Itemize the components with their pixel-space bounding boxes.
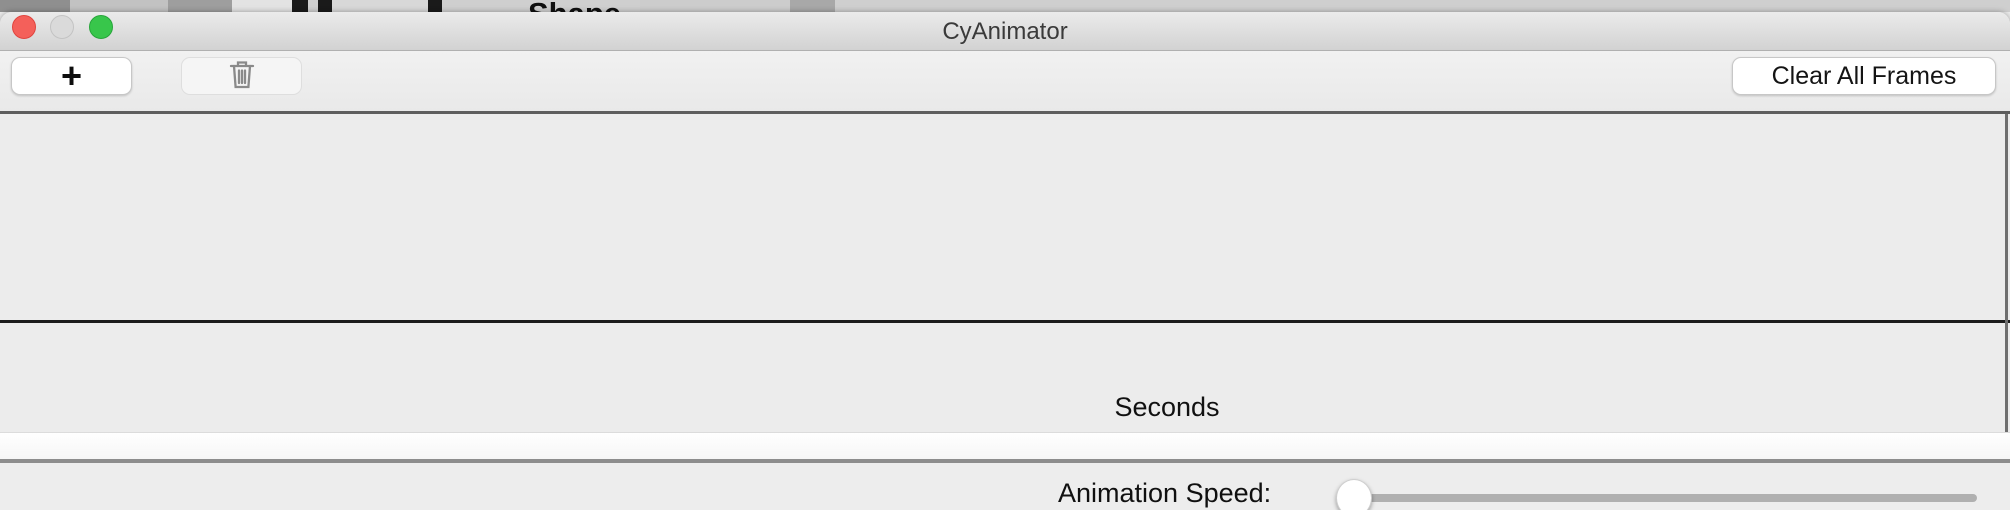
title-bar[interactable]: CyAnimator (0, 12, 2010, 51)
animation-speed-slider[interactable] (1336, 479, 1977, 510)
background-fragment (332, 0, 428, 12)
background-fragment (0, 0, 70, 12)
background-fragment (790, 0, 835, 12)
delete-frame-button[interactable] (181, 57, 302, 95)
animation-speed-slider-thumb[interactable] (1336, 479, 1372, 510)
axis-unit-label: Seconds (1114, 392, 1220, 422)
background-fragment (70, 0, 168, 12)
trash-icon (228, 58, 256, 95)
background-fragment (292, 0, 308, 12)
minimize-button[interactable] (50, 15, 74, 39)
panel-border (2005, 114, 2008, 463)
background-window-strip: Shape (0, 0, 2010, 12)
animation-speed-label: Animation Speed: (1058, 478, 1272, 508)
background-shape-label: Shape (528, 0, 621, 12)
zoom-button[interactable] (89, 15, 113, 39)
clear-all-frames-button[interactable]: Clear All Frames (1732, 57, 1996, 95)
separator (0, 459, 2010, 463)
add-frame-button[interactable]: + (11, 57, 132, 95)
background-fragment (318, 0, 332, 12)
timeline-panel[interactable]: Seconds (0, 114, 2010, 432)
frame-toolbar: + Clear All Frames (0, 51, 2010, 114)
plus-icon: + (60, 55, 83, 96)
background-fragment (428, 0, 442, 12)
timeline-scrollbar-track[interactable] (0, 432, 2010, 459)
background-fragment (232, 0, 292, 12)
clear-all-frames-label: Clear All Frames (1771, 61, 1957, 90)
timeline-axis-line (0, 320, 2010, 323)
playback-toolbar: Animation Speed: (0, 463, 2010, 510)
window-title: CyAnimator (942, 18, 1068, 45)
background-fragment (640, 0, 790, 12)
cyanimator-window: CyAnimator + Clear All Frames (0, 12, 2010, 510)
close-button[interactable] (12, 15, 36, 39)
background-fragment (168, 0, 232, 12)
